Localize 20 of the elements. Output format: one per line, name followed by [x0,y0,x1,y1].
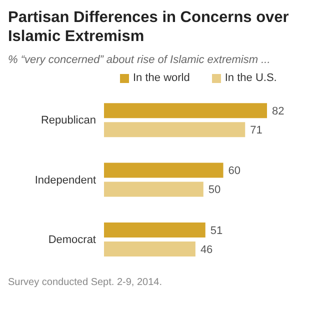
data-label: 51 [210,224,223,237]
bar [104,103,267,118]
bar [104,162,224,178]
data-label: 46 [200,244,213,256]
bar [104,222,206,238]
data-label: 50 [208,184,221,196]
chart-title: Partisan Differences in Concerns over Islamic Extremism [8,8,290,46]
data-label: 60 [228,165,241,178]
y-tick-label: Independent [34,174,96,186]
y-tick-label: Democrat [48,234,96,246]
y-tick-label: Republican [40,114,96,127]
data-label: 82 [272,106,284,118]
bar [104,182,204,197]
bar [104,241,196,256]
bar [104,122,246,138]
legend-label: In the world [133,72,190,84]
data-label: 71 [250,124,262,137]
legend-label: In the U.S. [224,72,277,84]
text: Survey conducted Sept. 2-9, 2014. [8,277,163,288]
chart-subtitle: % “very concerned” about rise of Islamic extremism ... [8,54,272,66]
